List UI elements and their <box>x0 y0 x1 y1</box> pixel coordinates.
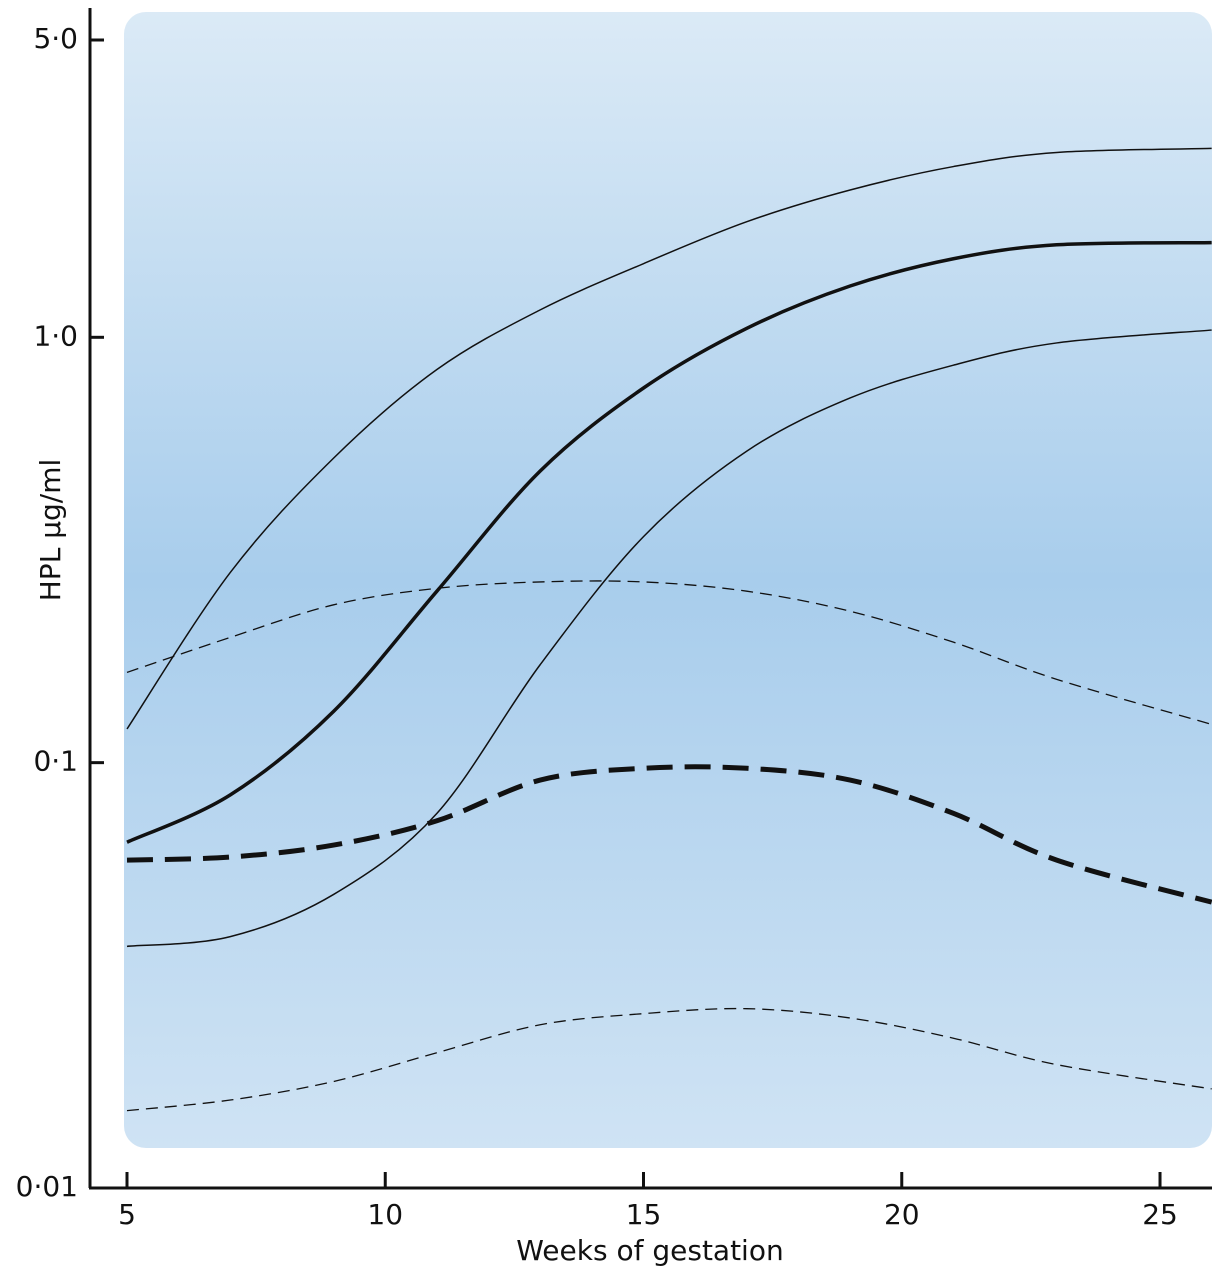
chart: HPL µg/ml Weeks of gestation 0·01 0·1 1·0 5… <box>0 0 1212 1268</box>
x-tick-label: 5 <box>118 1198 136 1231</box>
y-tick-label: 0·01 <box>16 1170 78 1203</box>
x-tick-label: 20 <box>884 1198 920 1231</box>
photo-background <box>124 12 1212 1148</box>
x-tick-label: 10 <box>367 1198 403 1231</box>
y-tick-label: 5·0 <box>33 22 78 55</box>
x-axis-label: Weeks of gestation <box>516 1234 783 1267</box>
y-axis-label: HPL µg/ml <box>34 459 67 602</box>
x-tick-label: 15 <box>626 1198 662 1231</box>
page: HPL µg/ml Weeks of gestation 0·01 0·1 1·0 5… <box>0 0 1212 1268</box>
x-tick-label: 25 <box>1142 1198 1178 1231</box>
y-tick-label: 0·1 <box>33 745 78 778</box>
y-tick-label: 1·0 <box>33 319 78 352</box>
